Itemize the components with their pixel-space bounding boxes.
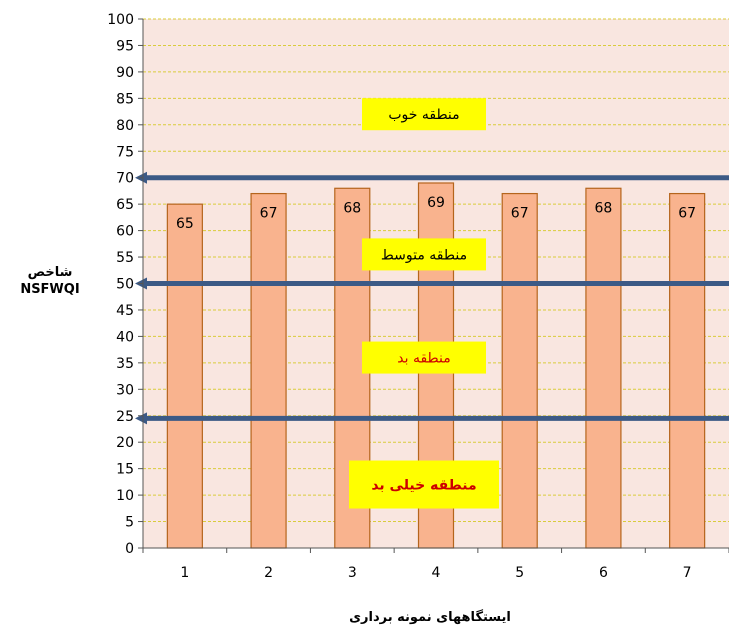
y-tick-label: 40 (116, 329, 134, 345)
y-axis-label-line2: NSFWQI (20, 282, 80, 297)
y-tick-label: 25 (116, 409, 134, 425)
y-tick-label: 90 (116, 65, 134, 81)
zone-box (362, 341, 486, 374)
x-axis-label: ایستگاههای نمونه برداری (349, 610, 511, 625)
data-label: 68 (595, 200, 613, 216)
y-tick-label: 100 (107, 12, 134, 28)
x-tick-label: 1 (180, 565, 189, 581)
y-tick-label: 55 (116, 250, 134, 266)
data-label: 65 (176, 216, 194, 232)
bar (250, 192, 287, 549)
x-tick-label: 5 (515, 565, 524, 581)
y-axis-label-line1: شاخص (27, 265, 73, 280)
y-axis-label: شاخص NSFWQI (0, 264, 100, 298)
y-tick-label: 75 (116, 144, 134, 160)
y-tick-label: 70 (116, 171, 134, 187)
y-tick-label: 10 (116, 488, 134, 504)
x-tick-label: 4 (432, 565, 441, 581)
y-tick-label: 5 (125, 515, 134, 531)
x-tick-label: 3 (348, 565, 357, 581)
x-tick-label: 6 (599, 565, 608, 581)
data-label: 69 (427, 195, 445, 211)
x-tick-label: 7 (683, 565, 692, 581)
y-tick-label: 80 (116, 118, 134, 134)
y-tick-label: 45 (116, 303, 134, 319)
zone-box (362, 238, 486, 271)
data-label: 67 (678, 206, 696, 222)
zone-label: منطقه متوسط (381, 247, 467, 263)
y-tick-label: 50 (116, 277, 134, 293)
data-label: 67 (260, 206, 278, 222)
zone-labels: منطقه خوب منطقه متوسط منطقه بد منطقه خیلی ب… (349, 98, 499, 509)
zone-box (349, 460, 499, 509)
x-tick-label: 2 (264, 565, 273, 581)
y-tick-label: 65 (116, 197, 134, 213)
zone-label: منطقه خیلی بد (371, 478, 476, 494)
y-tick-label: 0 (125, 541, 134, 557)
data-label: 68 (343, 200, 361, 216)
y-tick-label: 85 (116, 91, 134, 107)
zone-label: منطقه خوب (388, 107, 459, 123)
axes: 0510152025303540455055606570758085909510… (107, 12, 729, 581)
bar (585, 187, 622, 549)
zone-box (362, 98, 486, 131)
data-label: 67 (511, 206, 529, 222)
bar (501, 192, 538, 549)
y-tick-label: 95 (116, 38, 134, 54)
y-tick-label: 60 (116, 224, 134, 240)
y-tick-label: 35 (116, 356, 134, 372)
threshold-arrow (135, 412, 147, 425)
bar (669, 192, 706, 549)
threshold-lines (135, 171, 729, 425)
y-tick-label: 30 (116, 382, 134, 398)
y-tick-label: 20 (116, 435, 134, 451)
y-tick-label: 15 (116, 462, 134, 478)
bar (166, 203, 203, 549)
zone-label: منطقه بد (397, 351, 451, 367)
